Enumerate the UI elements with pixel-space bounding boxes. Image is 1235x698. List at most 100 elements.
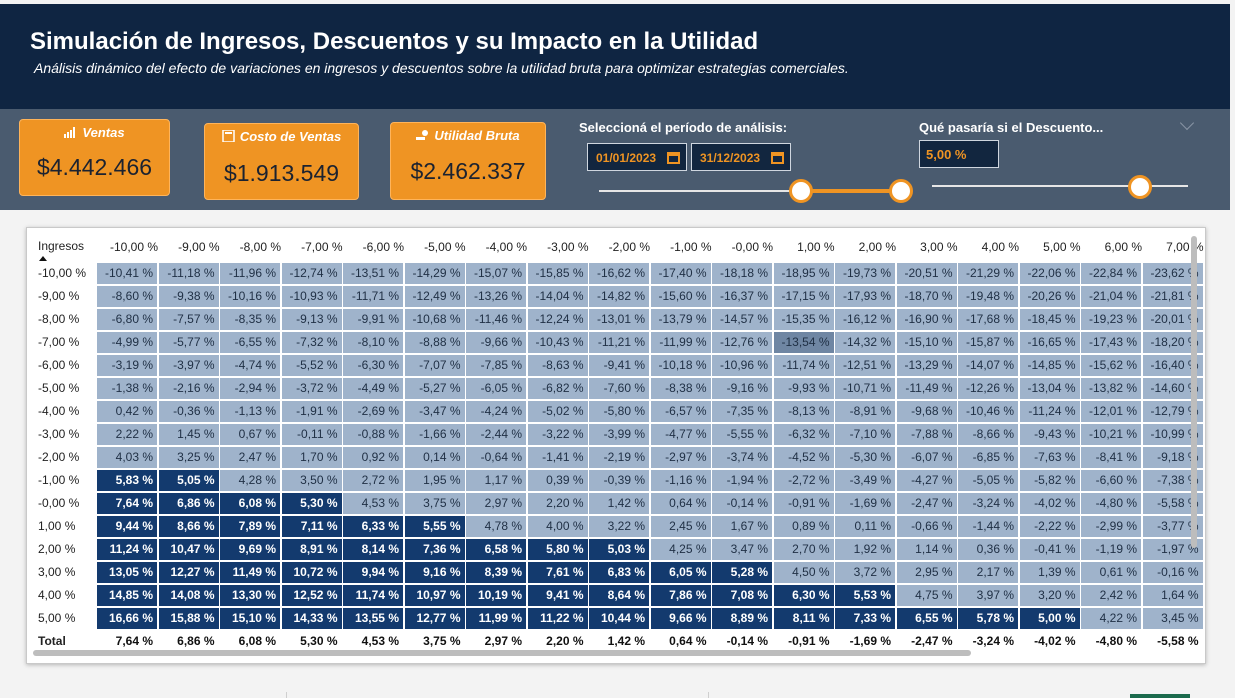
matrix-cell[interactable]: 12,52 % — [281, 585, 342, 606]
matrix-cell[interactable]: -9,93 % — [773, 378, 834, 399]
matrix-cell[interactable]: 4,75 % — [896, 585, 957, 606]
matrix-cell[interactable]: 6,05 % — [650, 562, 711, 583]
matrix-cell[interactable]: -3,19 % — [97, 355, 157, 376]
matrix-cell[interactable]: -7,07 % — [404, 355, 465, 376]
matrix-cell[interactable]: 0,11 % — [835, 516, 895, 537]
matrix-cell[interactable]: 2,42 % — [1081, 585, 1141, 606]
matrix-cell[interactable]: -8,60 % — [97, 286, 157, 307]
matrix-cell[interactable]: -12,51 % — [835, 355, 895, 376]
matrix-cell[interactable]: -8,41 % — [1081, 447, 1141, 468]
matrix-cell[interactable]: 8,11 % — [773, 608, 834, 629]
matrix-cell[interactable]: 5,05 % — [158, 470, 219, 491]
matrix-cell[interactable]: -8,63 % — [527, 355, 588, 376]
matrix-cell[interactable]: 13,30 % — [220, 585, 280, 606]
column-header[interactable]: 2,00 % — [858, 240, 896, 254]
column-header[interactable]: 4,00 % — [981, 240, 1019, 254]
matrix-cell[interactable]: -9,68 % — [896, 401, 957, 422]
calendar-icon[interactable] — [771, 152, 784, 164]
matrix-cell[interactable]: -9,43 % — [1019, 424, 1080, 445]
column-header[interactable]: -1,00 % — [670, 240, 712, 254]
matrix-cell[interactable]: 8,89 % — [712, 608, 772, 629]
matrix-cell[interactable]: -0,41 % — [1019, 539, 1080, 560]
matrix-cell[interactable]: 10,72 % — [281, 562, 342, 583]
matrix-cell[interactable]: 2,72 % — [343, 470, 403, 491]
matrix-cell[interactable]: -2,19 % — [589, 447, 649, 468]
matrix-cell[interactable]: 1,64 % — [1142, 585, 1203, 606]
matrix-cell[interactable]: -11,46 % — [466, 309, 526, 330]
matrix-cell[interactable]: -8,10 % — [343, 332, 403, 353]
column-header[interactable]: 3,00 % — [920, 240, 958, 254]
matrix-cell[interactable]: -10,93 % — [281, 286, 342, 307]
matrix-cell[interactable]: 1,45 % — [158, 424, 219, 445]
matrix-cell[interactable]: -6,80 % — [97, 309, 157, 330]
matrix-cell[interactable]: -3,22 % — [527, 424, 588, 445]
matrix-cell[interactable]: -7,57 % — [158, 309, 219, 330]
horizontal-scrollbar[interactable] — [33, 650, 971, 656]
matrix-cell[interactable]: -14,04 % — [527, 286, 588, 307]
matrix-cell[interactable]: -18,20 % — [1142, 332, 1203, 353]
matrix-cell[interactable]: 13,05 % — [97, 562, 157, 583]
matrix-cell[interactable]: -15,60 % — [650, 286, 711, 307]
matrix-cell[interactable]: -6,07 % — [896, 447, 957, 468]
matrix-cell[interactable]: -2,22 % — [1019, 516, 1080, 537]
matrix-cell[interactable]: -1,16 % — [650, 470, 711, 491]
matrix-cell[interactable]: 0,61 % — [1081, 562, 1141, 583]
matrix-cell[interactable]: -16,37 % — [712, 286, 772, 307]
matrix-cell[interactable]: 7,86 % — [650, 585, 711, 606]
matrix-cell[interactable]: -3,74 % — [712, 447, 772, 468]
matrix-cell[interactable]: -5,77 % — [158, 332, 219, 353]
column-header[interactable]: -7,00 % — [301, 240, 343, 254]
matrix-cell[interactable]: -0,16 % — [1142, 562, 1203, 583]
matrix-cell[interactable]: 2,20 % — [527, 493, 588, 514]
row-header[interactable]: 2,00 % — [38, 542, 76, 556]
matrix-cell[interactable]: -19,23 % — [1081, 309, 1141, 330]
matrix-cell[interactable]: -13,82 % — [1081, 378, 1141, 399]
period-slider-end-thumb[interactable] — [889, 179, 913, 203]
matrix-cell[interactable]: -6,32 % — [773, 424, 834, 445]
matrix-cell[interactable]: -0,66 % — [896, 516, 957, 537]
matrix-cell[interactable]: 14,33 % — [281, 608, 342, 629]
matrix-cell[interactable]: -14,60 % — [1142, 378, 1203, 399]
matrix-cell[interactable]: -1,44 % — [958, 516, 1018, 537]
matrix-cell[interactable]: -10,68 % — [404, 309, 465, 330]
matrix-cell[interactable]: -11,71 % — [343, 286, 403, 307]
row-header[interactable]: 1,00 % — [38, 519, 76, 533]
matrix-cell[interactable]: -15,62 % — [1081, 355, 1141, 376]
matrix-cell[interactable]: -4,99 % — [97, 332, 157, 353]
matrix-cell[interactable]: 0,39 % — [527, 470, 588, 491]
matrix-cell[interactable]: 0,42 % — [97, 401, 157, 422]
matrix-cell[interactable]: -4,27 % — [896, 470, 957, 491]
matrix-cell[interactable]: 0,36 % — [958, 539, 1018, 560]
matrix-cell[interactable]: 5,80 % — [527, 539, 588, 560]
row-header[interactable]: -0,00 % — [38, 496, 80, 510]
matrix-cell[interactable]: -10,99 % — [1142, 424, 1203, 445]
matrix-cell[interactable]: -4,77 % — [650, 424, 711, 445]
matrix-cell[interactable]: 0,92 % — [343, 447, 403, 468]
matrix-cell[interactable]: 4,00 % — [527, 516, 588, 537]
matrix-cell[interactable]: 5,30 % — [281, 493, 342, 514]
matrix-cell[interactable]: 12,27 % — [158, 562, 219, 583]
matrix-cell[interactable]: 4,78 % — [466, 516, 526, 537]
matrix-cell[interactable]: 2,70 % — [773, 539, 834, 560]
matrix-cell[interactable]: -0,91 % — [773, 493, 834, 514]
matrix-corner-label[interactable]: Ingresos — [38, 239, 85, 253]
matrix-cell[interactable]: -14,57 % — [712, 309, 772, 330]
matrix-cell[interactable]: -2,72 % — [773, 470, 834, 491]
matrix-cell[interactable]: 7,89 % — [220, 516, 280, 537]
column-header[interactable]: -2,00 % — [608, 240, 650, 254]
matrix-cell[interactable]: 11,74 % — [343, 585, 403, 606]
matrix-cell[interactable]: -12,76 % — [712, 332, 772, 353]
matrix-cell[interactable]: -14,32 % — [835, 332, 895, 353]
matrix-cell[interactable]: -3,49 % — [835, 470, 895, 491]
start-date-input[interactable]: 01/01/2023 — [587, 143, 687, 171]
matrix-cell[interactable]: -0,36 % — [158, 401, 219, 422]
matrix-cell[interactable]: -14,82 % — [589, 286, 649, 307]
matrix-cell[interactable]: 6,30 % — [773, 585, 834, 606]
matrix-cell[interactable]: -13,04 % — [1019, 378, 1080, 399]
matrix-cell[interactable]: 6,08 % — [220, 493, 280, 514]
matrix-cell[interactable]: -9,38 % — [158, 286, 219, 307]
matrix-cell[interactable]: -14,07 % — [958, 355, 1018, 376]
matrix-cell[interactable]: -3,97 % — [158, 355, 219, 376]
matrix-cell[interactable]: -6,60 % — [1081, 470, 1141, 491]
matrix-cell[interactable]: -10,96 % — [712, 355, 772, 376]
